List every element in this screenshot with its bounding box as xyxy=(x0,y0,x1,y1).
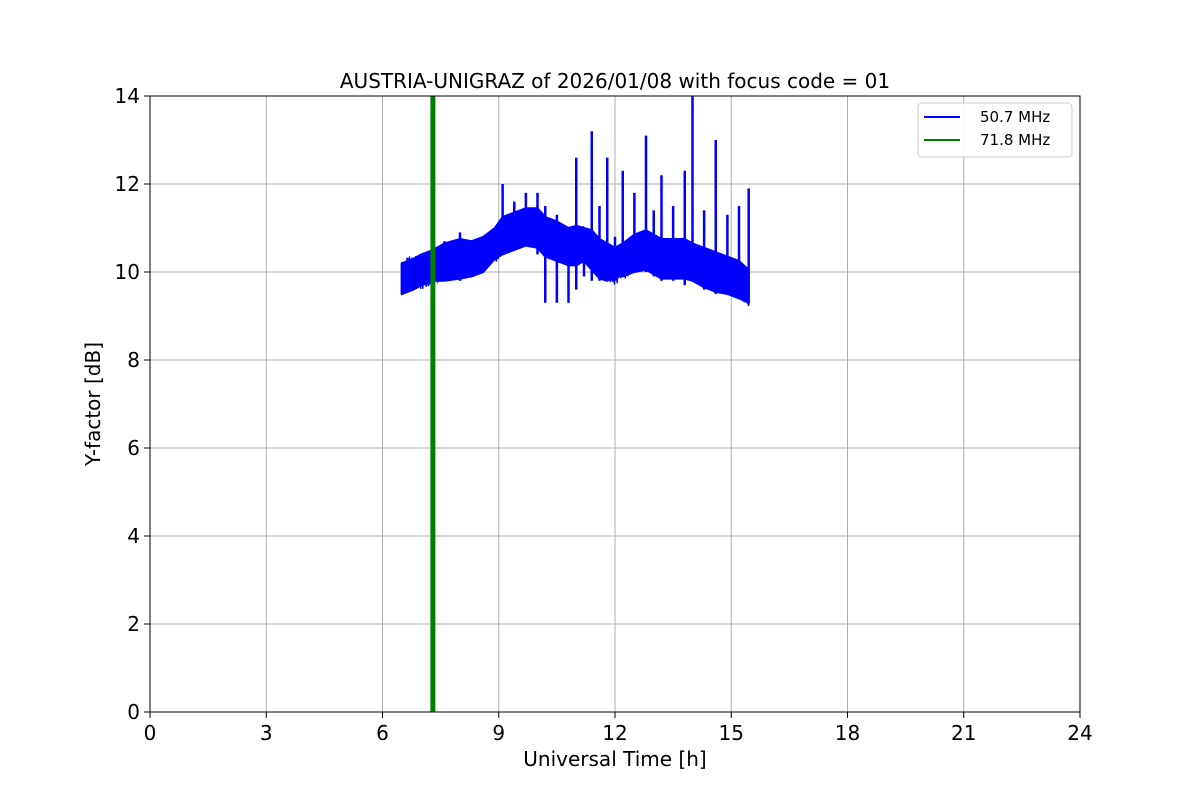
y-tick-label: 2 xyxy=(127,612,140,636)
y-tick-label: 14 xyxy=(115,84,140,108)
x-axis: 0 3 6 9 12 15 18 21 24 xyxy=(144,712,1093,745)
x-axis-label: Universal Time [h] xyxy=(523,747,706,771)
y-axis-label: Y-factor [dB] xyxy=(81,342,105,467)
x-tick-label: 21 xyxy=(951,721,976,745)
x-tick-label: 18 xyxy=(835,721,860,745)
x-tick-label: 6 xyxy=(376,721,389,745)
y-tick-label: 6 xyxy=(127,436,140,460)
x-tick-label: 12 xyxy=(602,721,627,745)
x-tick-label: 24 xyxy=(1067,721,1092,745)
y-tick-label: 12 xyxy=(115,172,140,196)
legend: 50.7 MHz 71.8 MHz xyxy=(917,102,1073,158)
plot-area xyxy=(400,96,750,712)
chart-title: AUSTRIA-UNIGRAZ of 2026/01/08 with focus… xyxy=(340,69,890,93)
x-tick-label: 15 xyxy=(719,721,744,745)
x-tick-label: 9 xyxy=(492,721,505,745)
x-tick-label: 3 xyxy=(260,721,273,745)
x-tick-label: 0 xyxy=(144,721,157,745)
y-tick-label: 4 xyxy=(127,524,140,548)
y-tick-label: 0 xyxy=(127,700,140,724)
legend-label: 71.8 MHz xyxy=(980,131,1050,149)
y-tick-label: 8 xyxy=(127,348,140,372)
y-tick-label: 10 xyxy=(115,260,140,284)
y-axis: 0 2 4 6 8 10 12 14 xyxy=(115,84,150,724)
legend-label: 50.7 MHz xyxy=(980,108,1050,126)
